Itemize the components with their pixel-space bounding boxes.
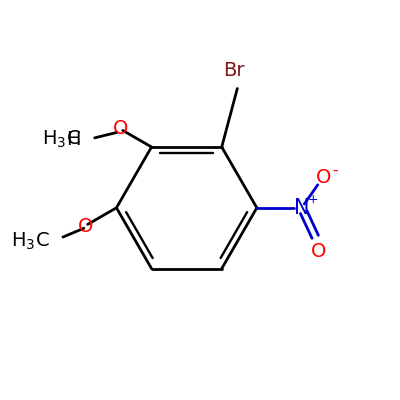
Text: -: - xyxy=(332,163,338,178)
Text: H: H xyxy=(66,130,81,148)
Text: Br: Br xyxy=(223,62,244,80)
Text: H$_3$C: H$_3$C xyxy=(11,230,49,252)
Text: +: + xyxy=(307,193,318,206)
Text: O: O xyxy=(316,168,332,186)
Text: O: O xyxy=(78,217,94,236)
Text: N: N xyxy=(294,198,310,218)
Text: O: O xyxy=(311,242,327,261)
Text: O: O xyxy=(113,119,128,138)
Text: H$_3$C: H$_3$C xyxy=(42,128,81,150)
